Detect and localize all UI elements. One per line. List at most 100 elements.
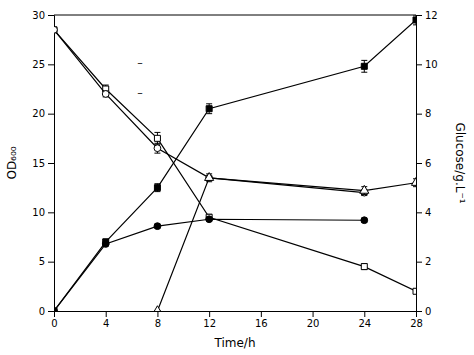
- series: [54, 26, 368, 196]
- tick-label: 6: [425, 158, 431, 169]
- tick-label: 0: [51, 318, 57, 329]
- point: [360, 185, 369, 193]
- tick-mark: [48, 64, 54, 65]
- point: [361, 217, 368, 224]
- tick-mark: [48, 163, 54, 164]
- tick: 10: [416, 59, 438, 70]
- tick-label: 4: [425, 207, 431, 218]
- tick-label: 5: [39, 256, 45, 267]
- series-line: [54, 30, 364, 193]
- tick: 12: [203, 311, 216, 329]
- error-bar: [103, 239, 109, 245]
- tick: 0: [416, 306, 431, 317]
- tick-mark: [48, 15, 54, 16]
- series: [153, 173, 416, 311]
- tick-mark: [48, 311, 54, 312]
- tick-mark: [416, 163, 422, 164]
- series: [54, 216, 368, 311]
- marks: [54, 15, 416, 311]
- point: [206, 216, 213, 223]
- tick-label: 0: [39, 306, 45, 317]
- tick-mark: [416, 212, 422, 213]
- tick-mark: [416, 15, 422, 16]
- point: [411, 177, 416, 185]
- error-bar: [413, 15, 416, 25]
- tick-label: 20: [32, 108, 45, 119]
- error-bar: [154, 184, 160, 192]
- tick: 20: [32, 108, 54, 119]
- tick: 5: [39, 256, 54, 267]
- tick-label: 20: [307, 318, 320, 329]
- series-line: [54, 30, 416, 291]
- tick-label: 25: [32, 59, 45, 70]
- tick-mark: [416, 262, 422, 263]
- tick-label: 0: [425, 306, 431, 317]
- tick-mark: [416, 114, 422, 115]
- frame-line: [54, 15, 416, 16]
- tick: 30: [32, 10, 54, 21]
- series-line: [54, 20, 416, 311]
- tick-label: 8: [425, 108, 431, 119]
- tick: 0: [51, 311, 57, 329]
- series-line: [157, 178, 416, 311]
- point: [413, 288, 416, 294]
- x-axis: 0 4 8 12 16 20 24 28: [51, 311, 423, 329]
- y-axis-title: OD₆₀₀: [5, 146, 19, 179]
- tick-mark: [261, 311, 262, 317]
- tick: 2: [416, 256, 431, 267]
- x-axis-title: Time/h: [213, 336, 255, 350]
- tick: 8: [416, 108, 431, 119]
- tick: 10: [32, 207, 54, 218]
- tick-label: 28: [410, 318, 423, 329]
- tick: 16: [255, 311, 268, 329]
- tick-label: 4: [103, 318, 109, 329]
- tick: 0: [39, 306, 54, 317]
- tick: 28: [410, 311, 423, 329]
- tick-mark: [364, 311, 365, 317]
- y2-axis-title: Glucose/g.L⁻¹: [453, 122, 467, 203]
- y2-axis: 0 2 4 6 8 10 12: [416, 10, 438, 317]
- error-bar: [206, 104, 212, 114]
- point: [154, 145, 161, 152]
- axis-line: [48, 16, 55, 312]
- chart: 0481216202428051015202530024681012––Time…: [0, 0, 474, 355]
- tick: 20: [307, 311, 320, 329]
- tick-label: 10: [32, 207, 45, 218]
- tick: 12: [416, 10, 438, 21]
- tick-label: 15: [32, 158, 45, 169]
- tick-mark: [209, 311, 210, 317]
- tick-label: 2: [425, 256, 431, 267]
- error-bar: [154, 143, 160, 153]
- tick-label: 24: [358, 318, 371, 329]
- tick-label: 8: [155, 318, 161, 329]
- tick: 15: [32, 158, 54, 169]
- tick: 4: [103, 311, 109, 329]
- annotation: –: [137, 86, 143, 99]
- error-bar: [361, 60, 367, 72]
- point: [361, 63, 367, 69]
- tick: 24: [358, 311, 371, 329]
- point: [54, 308, 57, 311]
- tick-label: 12: [203, 318, 216, 329]
- error-bar: [103, 91, 109, 97]
- point: [102, 91, 109, 98]
- point: [154, 185, 160, 191]
- tick-mark: [48, 114, 54, 115]
- tick: 25: [32, 59, 54, 70]
- tick: 4: [416, 207, 431, 218]
- axis-line: [55, 312, 417, 318]
- error-bar: [154, 132, 160, 144]
- point: [413, 17, 416, 23]
- point: [154, 135, 160, 141]
- tick-mark: [416, 64, 422, 65]
- axis-line: [417, 16, 423, 312]
- tick-mark: [48, 212, 54, 213]
- point: [153, 306, 162, 311]
- plot: 0481216202428051015202530024681012––Time…: [5, 10, 467, 350]
- series: [54, 15, 416, 311]
- point: [361, 264, 367, 270]
- point: [103, 239, 109, 245]
- point: [54, 308, 57, 311]
- tick-mark: [106, 311, 107, 317]
- series: [54, 27, 416, 294]
